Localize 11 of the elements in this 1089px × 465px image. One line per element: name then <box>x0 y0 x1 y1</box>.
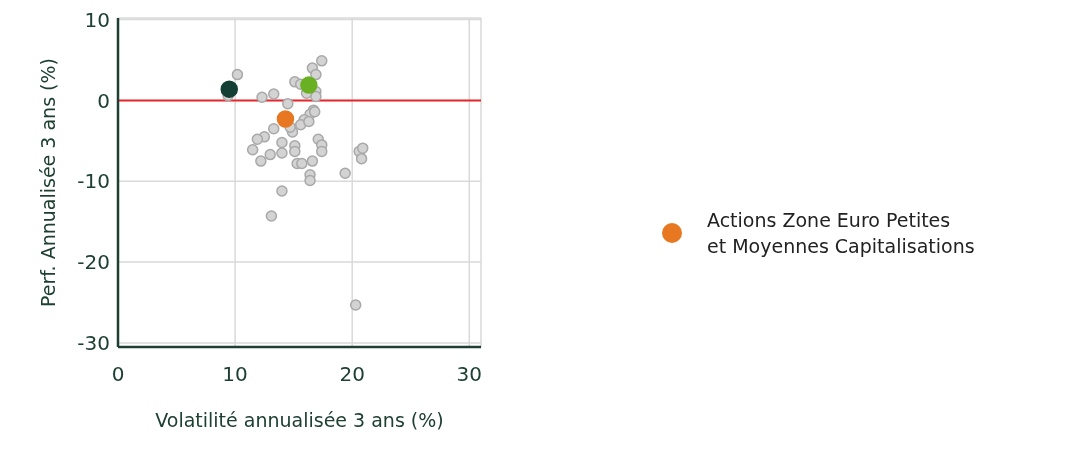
y-axis-title: Perf. Annualisée 3 ans (%) <box>36 58 59 307</box>
y-tick-label: -10 <box>77 169 110 194</box>
x-tick-label: 30 <box>456 362 483 387</box>
y-tick-label: -30 <box>77 331 110 356</box>
x-tick-label: 20 <box>339 362 365 387</box>
y-tick-label: 10 <box>84 7 110 32</box>
legend-label: Actions Zone Euro Petites et Moyennes Capitalisations <box>707 207 975 259</box>
x-axis-title: Volatilité annualisée 3 ans (%) <box>155 409 444 431</box>
y-tick-label: 0 <box>97 88 110 113</box>
x-tick-label: 10 <box>222 362 248 387</box>
y-tick-label: -20 <box>77 250 110 275</box>
